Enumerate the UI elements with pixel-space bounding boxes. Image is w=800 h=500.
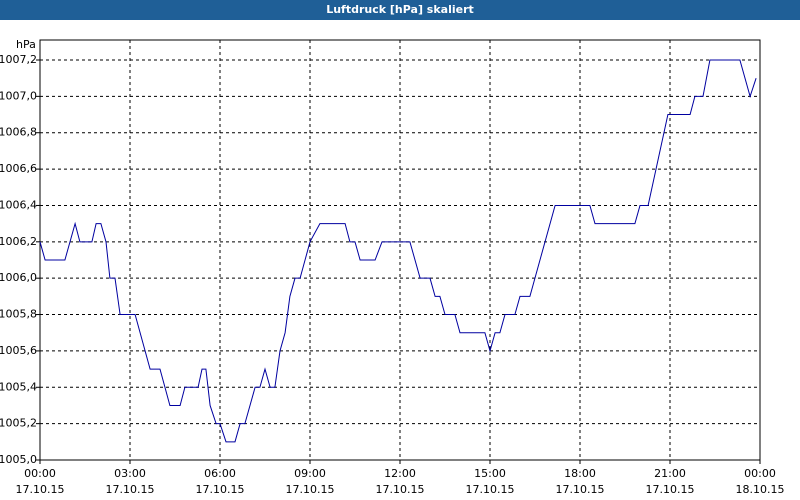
y-tick-label: 1006,4 [0, 198, 37, 211]
y-tick-label: 1007,0 [0, 89, 37, 102]
y-tick-label: 1006,6 [0, 162, 37, 175]
x-tick-label: 15:00 17.10.15 [466, 467, 515, 496]
x-tick-label: 00:00 17.10.15 [16, 467, 65, 496]
x-tick-label: 21:00 17.10.15 [646, 467, 695, 496]
y-tick-label: 1005,8 [0, 308, 37, 321]
x-tick-label: 03:00 17.10.15 [106, 467, 155, 496]
y-tick-label: 1007,2 [0, 53, 37, 66]
x-tick-label: 12:00 17.10.15 [376, 467, 425, 496]
x-tick-label: 06:00 17.10.15 [196, 467, 245, 496]
y-tick-label: 1006,2 [0, 235, 37, 248]
y-tick-label: 1005,2 [0, 417, 37, 430]
chart-title: Luftdruck [hPa] skaliert [326, 3, 474, 16]
y-unit-label: hPa [16, 38, 36, 51]
y-tick-label: 1006,8 [0, 126, 37, 139]
x-tick-label: 09:00 17.10.15 [286, 467, 335, 496]
y-tick-label: 1006,0 [0, 271, 37, 284]
y-tick-label: 1005,0 [0, 453, 37, 466]
x-tick-label: 18:00 17.10.15 [556, 467, 605, 496]
y-tick-label: 1005,4 [0, 380, 37, 393]
data-line [39, 59, 757, 443]
x-tick-label: 00:00 18.10.15 [736, 467, 785, 496]
title-bar [0, 0, 800, 20]
y-tick-label: 1005,6 [0, 344, 37, 357]
